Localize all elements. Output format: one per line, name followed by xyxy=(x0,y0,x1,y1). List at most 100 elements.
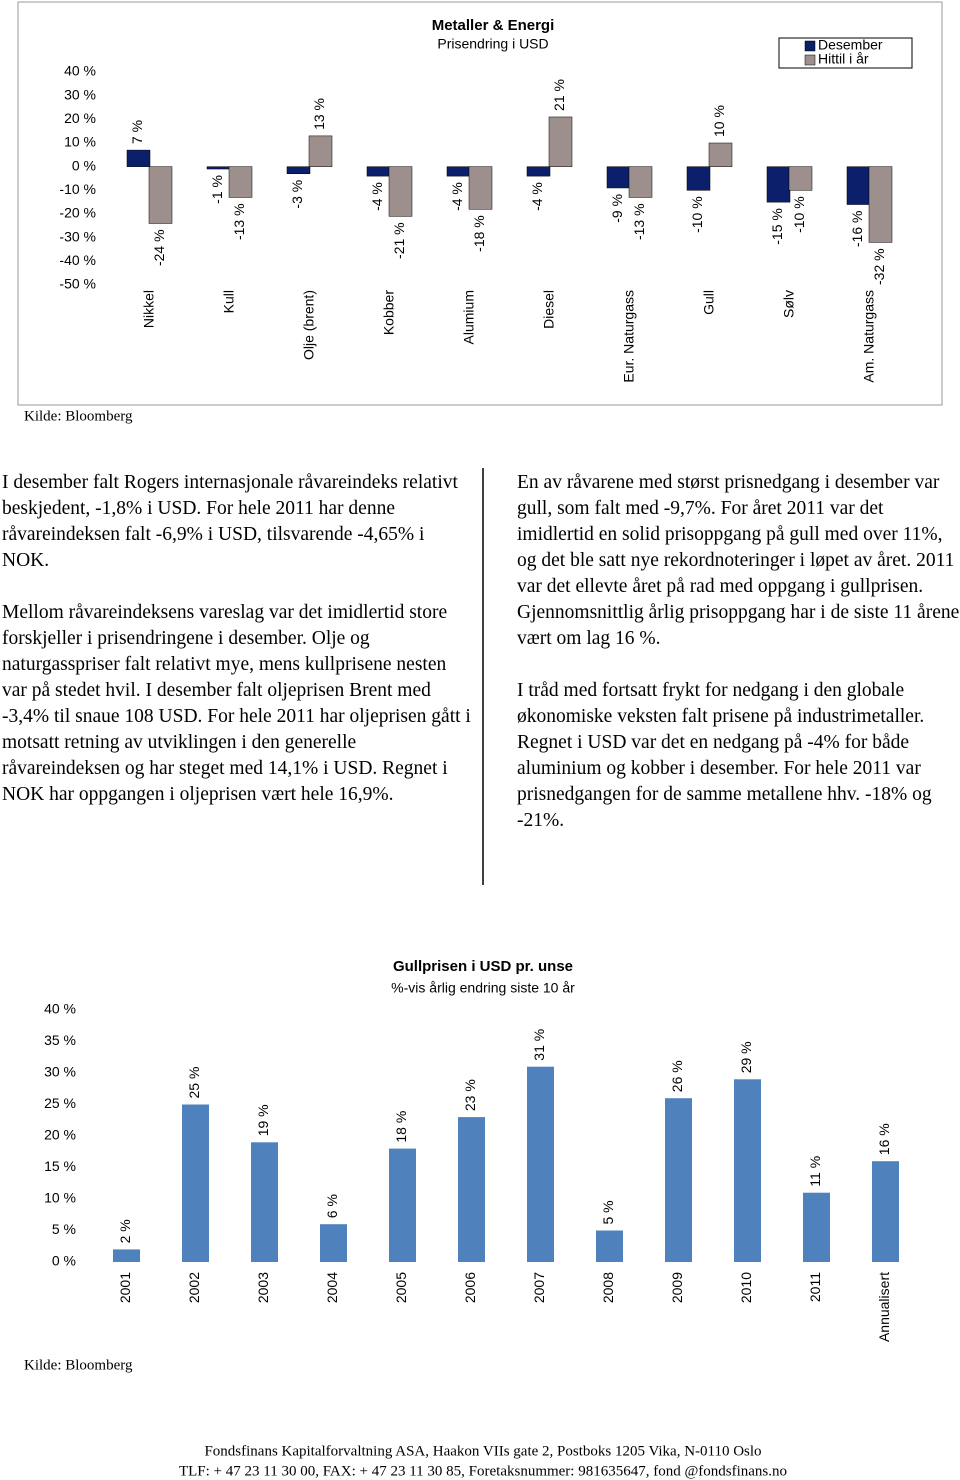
x-tick-label: 2005 xyxy=(393,1272,409,1303)
y-tick-label: -10 % xyxy=(59,181,96,197)
y-tick-label: 25 % xyxy=(44,1095,76,1111)
source: Kilde: Bloomberg xyxy=(24,408,133,424)
value-label: 11 % xyxy=(807,1156,823,1187)
bar xyxy=(527,1066,554,1262)
y-tick-label: 40 % xyxy=(64,63,96,79)
x-tick-label: 2002 xyxy=(186,1272,202,1303)
y-tick-label: 0 % xyxy=(72,157,96,173)
bar xyxy=(846,166,871,205)
value-label: 10 % xyxy=(711,105,727,137)
value-label: 31 % xyxy=(531,1029,547,1061)
value-label: -18 % xyxy=(471,215,487,252)
x-tick-label: Kull xyxy=(221,290,237,313)
x-tick-label: 2011 xyxy=(807,1272,823,1302)
legend-swatch xyxy=(804,40,816,52)
y-tick-label: 35 % xyxy=(44,1032,76,1048)
legend-swatch xyxy=(804,54,816,66)
bar xyxy=(251,1142,278,1262)
value-label: -10 % xyxy=(689,196,705,233)
y-tick-label: 30 % xyxy=(44,1064,76,1080)
y-tick-label: -20 % xyxy=(59,205,96,221)
bar xyxy=(708,142,733,167)
y-tick-label: 5 % xyxy=(52,1221,76,1237)
bar xyxy=(868,166,893,243)
bar xyxy=(686,166,711,191)
value-label: -4 % xyxy=(449,182,465,211)
value-label: 6 % xyxy=(324,1194,340,1218)
bar xyxy=(788,166,813,191)
x-tick-label: Sølv xyxy=(781,290,797,318)
x-tick-label: 2007 xyxy=(531,1272,547,1303)
value-label: 2 % xyxy=(117,1219,133,1243)
value-label: -10 % xyxy=(791,196,807,233)
y-tick-label: 20 % xyxy=(44,1127,76,1143)
x-tick-label: 2003 xyxy=(255,1272,271,1303)
x-tick-label: Nikkel xyxy=(141,290,157,328)
value-label: 29 % xyxy=(738,1041,754,1073)
value-label: -4 % xyxy=(529,182,545,211)
value-label: 13 % xyxy=(311,98,327,130)
value-label: 25 % xyxy=(186,1067,202,1099)
bar xyxy=(526,166,551,177)
x-tick-label: 2009 xyxy=(669,1272,685,1303)
chart-title: Gullprisen i USD pr. unse xyxy=(393,958,573,975)
bar xyxy=(182,1104,209,1262)
paragraph: I desember falt Rogers internasjonale rå… xyxy=(2,472,458,571)
bar xyxy=(389,1148,416,1262)
bar xyxy=(388,166,413,217)
text-column: En av råvarene med størst prisnedgang i … xyxy=(517,470,960,860)
x-tick-label: Olje (brent) xyxy=(301,290,317,360)
value-label: -3 % xyxy=(289,180,305,209)
x-tick-label: Kobber xyxy=(381,290,397,335)
y-tick-label: -40 % xyxy=(59,252,96,268)
bar xyxy=(320,1224,347,1262)
value-label: -13 % xyxy=(631,203,647,240)
value-label: -1 % xyxy=(209,175,225,204)
chart-frame xyxy=(17,1,943,406)
value-label: -13 % xyxy=(231,203,247,240)
x-tick-label: 2010 xyxy=(738,1272,754,1303)
value-label: -9 % xyxy=(609,194,625,223)
y-tick-label: 20 % xyxy=(64,110,96,126)
x-tick-label: 2001 xyxy=(117,1272,133,1303)
bar xyxy=(734,1079,761,1262)
x-tick-label: 2006 xyxy=(462,1272,478,1303)
source: Kilde: Bloomberg xyxy=(24,1357,133,1373)
bar xyxy=(665,1098,692,1262)
value-label: -4 % xyxy=(369,182,385,211)
bar xyxy=(206,166,231,170)
y-tick-label: 30 % xyxy=(64,86,96,102)
value-label: -16 % xyxy=(849,211,865,248)
y-tick-label: 10 % xyxy=(44,1190,76,1206)
x-tick-label: Alumium xyxy=(461,290,477,344)
legend-label: Hittil i år xyxy=(818,51,869,67)
y-tick-label: 0 % xyxy=(52,1253,76,1269)
y-tick-label: 10 % xyxy=(64,134,96,150)
text-column: I desember falt Rogers internasjonale rå… xyxy=(2,470,472,834)
x-tick-label: 2004 xyxy=(324,1272,340,1303)
bar xyxy=(803,1192,830,1262)
bar xyxy=(872,1161,899,1262)
value-label: 26 % xyxy=(669,1060,685,1092)
bar xyxy=(148,166,173,224)
value-label: -21 % xyxy=(391,222,407,259)
value-label: 18 % xyxy=(393,1111,409,1143)
bar xyxy=(468,166,493,210)
y-tick-label: 40 % xyxy=(44,1001,76,1017)
value-label: 7 % xyxy=(129,120,145,144)
x-tick-label: Gull xyxy=(701,290,717,315)
bar xyxy=(628,166,653,198)
footer-line: TLF: + 47 23 11 30 00, FAX: + 47 23 11 3… xyxy=(179,1463,787,1479)
legend-box xyxy=(778,37,913,69)
chart-subtitle: %-vis årlig endring siste 10 år xyxy=(391,980,575,996)
paragraph: En av råvarene med størst prisnedgang i … xyxy=(517,472,960,649)
x-tick-label: Eur. Naturgass xyxy=(621,290,637,383)
chart-subtitle: Prisendring i USD xyxy=(437,36,548,52)
bar xyxy=(286,166,311,175)
footer-line: Fondsfinans Kapitalforvaltning ASA, Haak… xyxy=(204,1443,761,1459)
y-tick-label: -50 % xyxy=(59,276,96,292)
x-tick-label: Diesel xyxy=(541,290,557,329)
bar xyxy=(126,149,151,167)
